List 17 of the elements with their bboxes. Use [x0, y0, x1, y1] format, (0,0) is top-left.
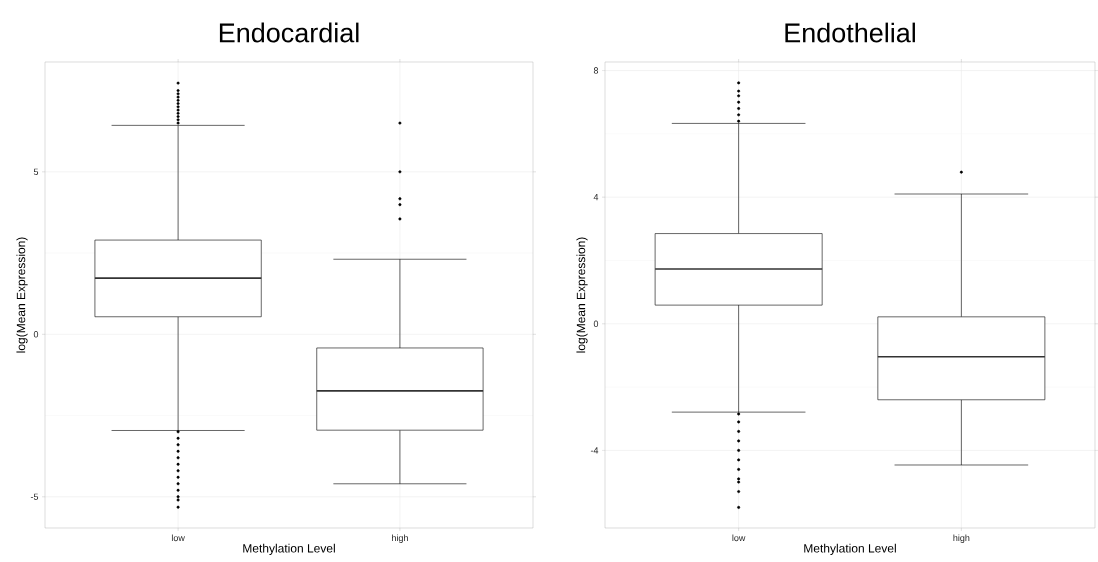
- y-tick-label: 0: [593, 320, 599, 327]
- y-tick-label: 4: [593, 194, 599, 201]
- x-tick-label: high: [953, 534, 970, 543]
- x-axis-title: Methylation Level: [243, 543, 335, 555]
- x-tick-label: low: [732, 534, 746, 542]
- chart-title: Endothelial: [785, 22, 915, 43]
- chart-title: Endocardial: [219, 22, 359, 43]
- y-tick-label: 5: [33, 168, 39, 175]
- x-tick-label: high: [392, 534, 408, 543]
- x-tick-label: low: [171, 534, 185, 542]
- y-tick-label: 8: [593, 67, 599, 74]
- y-axis-title: log(Mean Expression): [576, 237, 588, 353]
- y-tick-label: -5: [30, 493, 39, 500]
- y-tick-label: 0: [33, 331, 39, 338]
- x-axis-title: Methylation Level: [804, 543, 896, 555]
- y-axis-title: log(Mean Expression): [16, 237, 28, 353]
- y-tick-label: -4: [590, 447, 599, 454]
